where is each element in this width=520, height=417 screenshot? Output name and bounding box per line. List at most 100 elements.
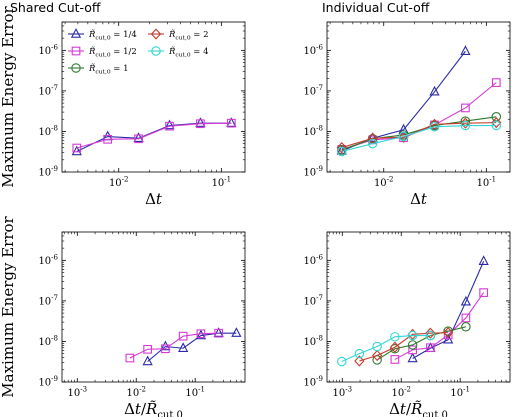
data-point <box>71 145 82 156</box>
y-tick-label: 10-6 <box>303 253 323 267</box>
data-point <box>214 328 223 338</box>
axes-frame <box>326 231 511 383</box>
data-point <box>390 332 400 342</box>
data-point <box>479 288 488 297</box>
y-tick-label: 10-9 <box>38 375 58 389</box>
data-point <box>460 120 471 131</box>
axes-frame <box>61 21 246 173</box>
series-line <box>147 332 237 362</box>
data-point <box>178 331 188 341</box>
data-point <box>371 349 383 362</box>
x-tick-label: 10-1 <box>450 386 470 400</box>
y-tick-label: 10-8 <box>303 124 323 138</box>
data-point <box>134 134 143 144</box>
y-tick-label: 10-9 <box>38 165 58 179</box>
series-diamond <box>336 117 502 154</box>
data-point <box>354 355 365 367</box>
y-tick-label: 10-7 <box>38 294 58 308</box>
data-point <box>407 352 418 363</box>
legend-label: R̃cut,0 = 4 <box>168 45 209 58</box>
data-point <box>125 353 135 363</box>
data-point <box>398 131 409 142</box>
series-line <box>341 334 431 363</box>
y-tick-label: 10-6 <box>303 43 323 57</box>
series-line <box>412 261 485 359</box>
legend-marker <box>70 28 82 38</box>
x-tick-label: 10-2 <box>126 386 146 400</box>
y-tick-label: 10-8 <box>38 124 58 138</box>
x-tick-label: 10-2 <box>391 386 411 400</box>
legend-marker <box>151 46 161 56</box>
data-point <box>460 45 471 55</box>
legend-marker <box>150 28 162 40</box>
data-point <box>461 313 471 323</box>
data-point <box>408 345 417 355</box>
data-point <box>178 342 189 352</box>
series-circle <box>337 112 502 155</box>
data-point <box>478 255 489 265</box>
data-point <box>425 327 436 339</box>
data-point <box>165 121 174 131</box>
legend-marker <box>71 63 81 73</box>
legend-label: R̃cut,0 = 1 <box>88 62 129 75</box>
y-tick-label: 10-7 <box>303 84 323 98</box>
x-tick-label: 10-1 <box>477 176 497 190</box>
data-point <box>226 118 236 128</box>
data-point <box>337 146 347 157</box>
x-tick-label: 10-1 <box>185 386 205 400</box>
x-tick-label: 10-3 <box>68 386 88 400</box>
data-point <box>164 119 175 130</box>
series-line <box>341 124 497 153</box>
data-point <box>337 356 347 367</box>
data-point <box>461 322 471 332</box>
series-triangle <box>142 327 242 366</box>
axes-frame <box>326 21 511 173</box>
data-point <box>226 117 237 127</box>
y-tick-label: 10-9 <box>303 375 323 389</box>
y-axis-label: Maximum Energy Error <box>0 5 17 187</box>
data-point <box>390 355 400 364</box>
data-point <box>407 330 418 341</box>
series-line <box>76 122 232 149</box>
data-point <box>160 340 171 351</box>
data-point <box>429 118 440 130</box>
data-point <box>407 340 418 350</box>
y-tick-label: 10-7 <box>303 294 323 308</box>
legend-label: R̃cut,0 = 1/2 <box>88 45 137 58</box>
data-point <box>460 117 471 129</box>
data-point <box>491 78 501 87</box>
panel-title: Individual Cut-off <box>322 0 430 15</box>
series-line <box>76 122 232 153</box>
y-tick-label: 10-8 <box>38 334 58 348</box>
x-axis-label: Δt/R̃cut,0 <box>124 400 183 417</box>
data-point <box>336 141 347 154</box>
data-point <box>367 132 378 142</box>
y-tick-label: 10-6 <box>38 253 58 267</box>
legend-label: R̃cut,0 = 1/4 <box>88 28 137 41</box>
series-line <box>341 122 497 149</box>
chart-panel-top-right: 10-9 10-8 10-7 10-6 10-2 10-1 Individual Cut-o… <box>303 0 511 208</box>
series-square <box>72 118 236 153</box>
chart-panel-bottom-left: 10-9 10-8 10-7 10-6 10-3 10-2 10-1Δt/R̃cut,0 Ma… <box>0 215 246 417</box>
data-point <box>103 134 113 144</box>
data-point <box>491 117 502 129</box>
y-tick-label: 10-8 <box>303 334 323 348</box>
series-line <box>341 116 497 151</box>
x-tick-label: 10-2 <box>109 176 129 190</box>
chart-panel-bottom-right: 10-9 10-8 10-7 10-6 10-3 10-2 10-1Δt/R̃cut,0 <box>303 231 511 417</box>
x-tick-label: 10-1 <box>212 176 232 190</box>
axes-frame <box>61 231 246 383</box>
series-line <box>341 82 497 150</box>
data-point <box>213 327 224 337</box>
series-circle <box>337 330 436 367</box>
data-point <box>231 327 242 337</box>
legend-label: R̃cut,0 = 2 <box>168 28 209 41</box>
data-point <box>196 119 205 129</box>
series-square <box>125 328 223 363</box>
x-axis-label: Δt/R̃cut,0 <box>389 400 448 417</box>
data-point <box>426 343 435 353</box>
y-axis-label: Maximum Energy Error <box>0 215 17 397</box>
legend: R̃cut,0 = 1/4 R̃cut,0 = 1/2 R̃cut,0 = 1 R̃c… <box>68 28 209 76</box>
series-square <box>390 288 488 364</box>
